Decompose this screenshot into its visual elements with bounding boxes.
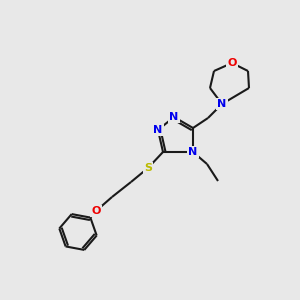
Text: S: S: [144, 163, 152, 173]
Text: N: N: [153, 125, 163, 135]
Text: N: N: [188, 147, 198, 157]
Text: N: N: [218, 99, 226, 109]
Text: N: N: [169, 112, 178, 122]
Text: O: O: [91, 206, 101, 216]
Text: O: O: [227, 58, 237, 68]
